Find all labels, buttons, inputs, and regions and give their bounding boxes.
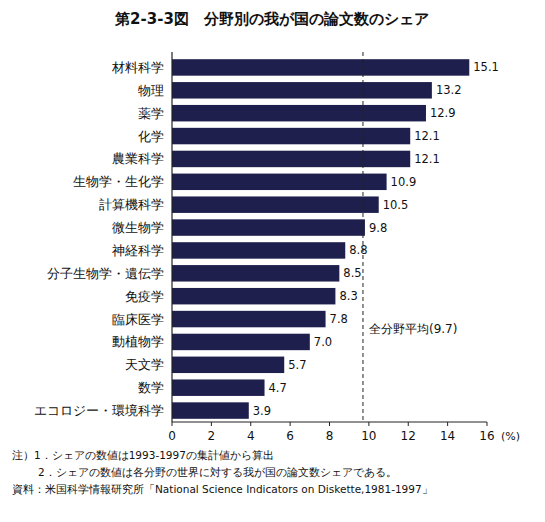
category-label: 薬学	[138, 106, 164, 121]
data-label: 4.7	[269, 381, 287, 395]
x-tick-label: 2	[208, 429, 216, 443]
x-tick	[172, 422, 173, 426]
data-label: 15.1	[473, 60, 499, 74]
x-tick	[211, 422, 212, 426]
data-label: 13.2	[436, 83, 462, 97]
x-tick	[487, 422, 488, 426]
x-tick-label: 12	[401, 429, 416, 443]
title: 第2-3-3図 分野別の我が国の論文数のシェア	[114, 10, 429, 28]
bar	[172, 196, 379, 212]
x-tick-label: 6	[286, 429, 294, 443]
note: 注）1．シェアの数値は1993-1997の集計値から算出	[12, 449, 274, 461]
y-axis	[171, 52, 172, 422]
category-label: 化学	[138, 129, 164, 144]
data-label: 7.0	[314, 335, 332, 349]
data-label: 12.1	[414, 152, 440, 166]
category-label: 物理	[138, 83, 164, 98]
bar	[172, 59, 469, 75]
data-label: 8.8	[349, 243, 367, 257]
data-label: 7.8	[330, 312, 348, 326]
x-tick-label: 0	[168, 429, 176, 443]
bar	[172, 82, 432, 98]
category-label: 農業科学	[112, 151, 164, 166]
bar	[172, 174, 387, 190]
bar	[172, 105, 426, 121]
data-label: 10.9	[391, 175, 417, 189]
x-tick	[368, 422, 369, 426]
bar	[172, 357, 284, 373]
data-label: 8.5	[343, 266, 361, 280]
reference-line	[362, 52, 363, 422]
bars	[172, 59, 469, 419]
category-label: 分子生物学・遺伝学	[47, 266, 164, 281]
x-tick-label: 16	[479, 429, 494, 443]
bar	[172, 402, 249, 418]
category-label: 材料科学	[111, 60, 164, 75]
category-label: エコロジー・環境科学	[34, 403, 164, 418]
bar	[172, 334, 310, 350]
data-label: 8.3	[339, 289, 357, 303]
bar	[172, 379, 265, 395]
x-tick	[447, 422, 448, 426]
category-label: 数学	[138, 380, 164, 395]
x-axis-label: (%)	[501, 430, 520, 443]
data-label: 3.9	[253, 404, 271, 418]
category-label: 生物学・生化学	[73, 174, 164, 189]
x-tick-label: 8	[326, 429, 334, 443]
bar	[172, 265, 339, 281]
category-label: 計算機科学	[99, 197, 164, 212]
category-label: 天文学	[125, 357, 164, 372]
bar	[172, 151, 410, 167]
data-label: 12.9	[430, 106, 456, 120]
bar	[172, 311, 326, 327]
category-label: 動植物学	[112, 334, 164, 349]
x-tick-label: 4	[247, 429, 255, 443]
data-label: 5.7	[288, 358, 306, 372]
x-tick-label: 10	[361, 429, 376, 443]
data-label: 9.8	[369, 221, 387, 235]
source: 資料：米国科学情報研究所「National Science Indicators…	[12, 483, 433, 495]
bar	[172, 242, 345, 258]
chart: 第2-3-3図 分野別の我が国の論文数のシェア材料科学物理薬学化学農業科学生物学…	[0, 0, 545, 522]
bar	[172, 288, 335, 304]
x-tick-label: 14	[440, 429, 455, 443]
category-label: 臨床医学	[112, 312, 164, 327]
data-label: 12.1	[414, 129, 440, 143]
data-label: 10.5	[383, 198, 409, 212]
bar	[172, 128, 410, 144]
category-label: 神経科学	[112, 243, 164, 258]
x-tick	[250, 422, 251, 426]
category-label: 免疫学	[125, 289, 164, 304]
bar	[172, 219, 365, 235]
note: 2．シェアの数値は各分野の世界に対する我が国の論文数シェアである。	[38, 466, 397, 479]
reference-label: 全分野平均(9.7)	[369, 322, 457, 336]
x-tick	[290, 422, 291, 426]
x-tick	[408, 422, 409, 426]
x-tick	[329, 422, 330, 426]
category-label: 微生物学	[112, 220, 164, 235]
